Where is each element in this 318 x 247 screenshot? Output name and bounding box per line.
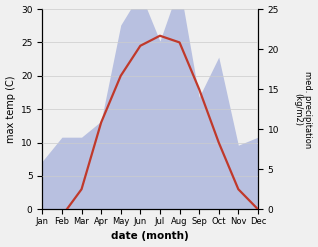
- Y-axis label: med. precipitation
(kg/m2): med. precipitation (kg/m2): [293, 71, 313, 148]
- X-axis label: date (month): date (month): [111, 231, 189, 242]
- Y-axis label: max temp (C): max temp (C): [5, 75, 16, 143]
